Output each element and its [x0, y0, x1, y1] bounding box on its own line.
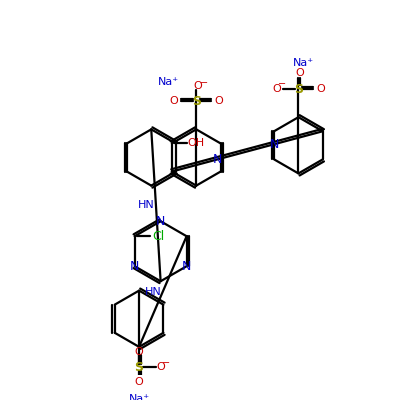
Text: O: O — [295, 68, 304, 78]
Text: N: N — [270, 138, 279, 151]
Text: N: N — [156, 215, 165, 228]
Text: O: O — [169, 96, 178, 106]
Text: Na⁺: Na⁺ — [292, 58, 314, 68]
Text: O: O — [272, 84, 281, 94]
Text: S: S — [134, 361, 144, 374]
Text: O: O — [194, 81, 202, 91]
Text: HN: HN — [145, 286, 162, 296]
Text: N: N — [212, 153, 222, 166]
Text: OH: OH — [188, 138, 205, 148]
Text: S: S — [192, 95, 201, 108]
Text: Na⁺: Na⁺ — [158, 78, 179, 88]
Text: O: O — [214, 96, 223, 106]
Text: Cl: Cl — [152, 230, 164, 243]
Text: O: O — [156, 362, 165, 372]
Text: N: N — [130, 260, 139, 273]
Text: HN: HN — [138, 200, 155, 210]
Text: N: N — [182, 260, 191, 273]
Text: −: − — [200, 78, 208, 88]
Text: O: O — [316, 84, 325, 94]
Text: O: O — [135, 348, 144, 358]
Text: O: O — [135, 378, 144, 388]
Text: −: − — [162, 358, 170, 368]
Text: −: − — [278, 79, 286, 89]
Text: Na⁺: Na⁺ — [128, 394, 150, 400]
Text: S: S — [294, 82, 303, 96]
